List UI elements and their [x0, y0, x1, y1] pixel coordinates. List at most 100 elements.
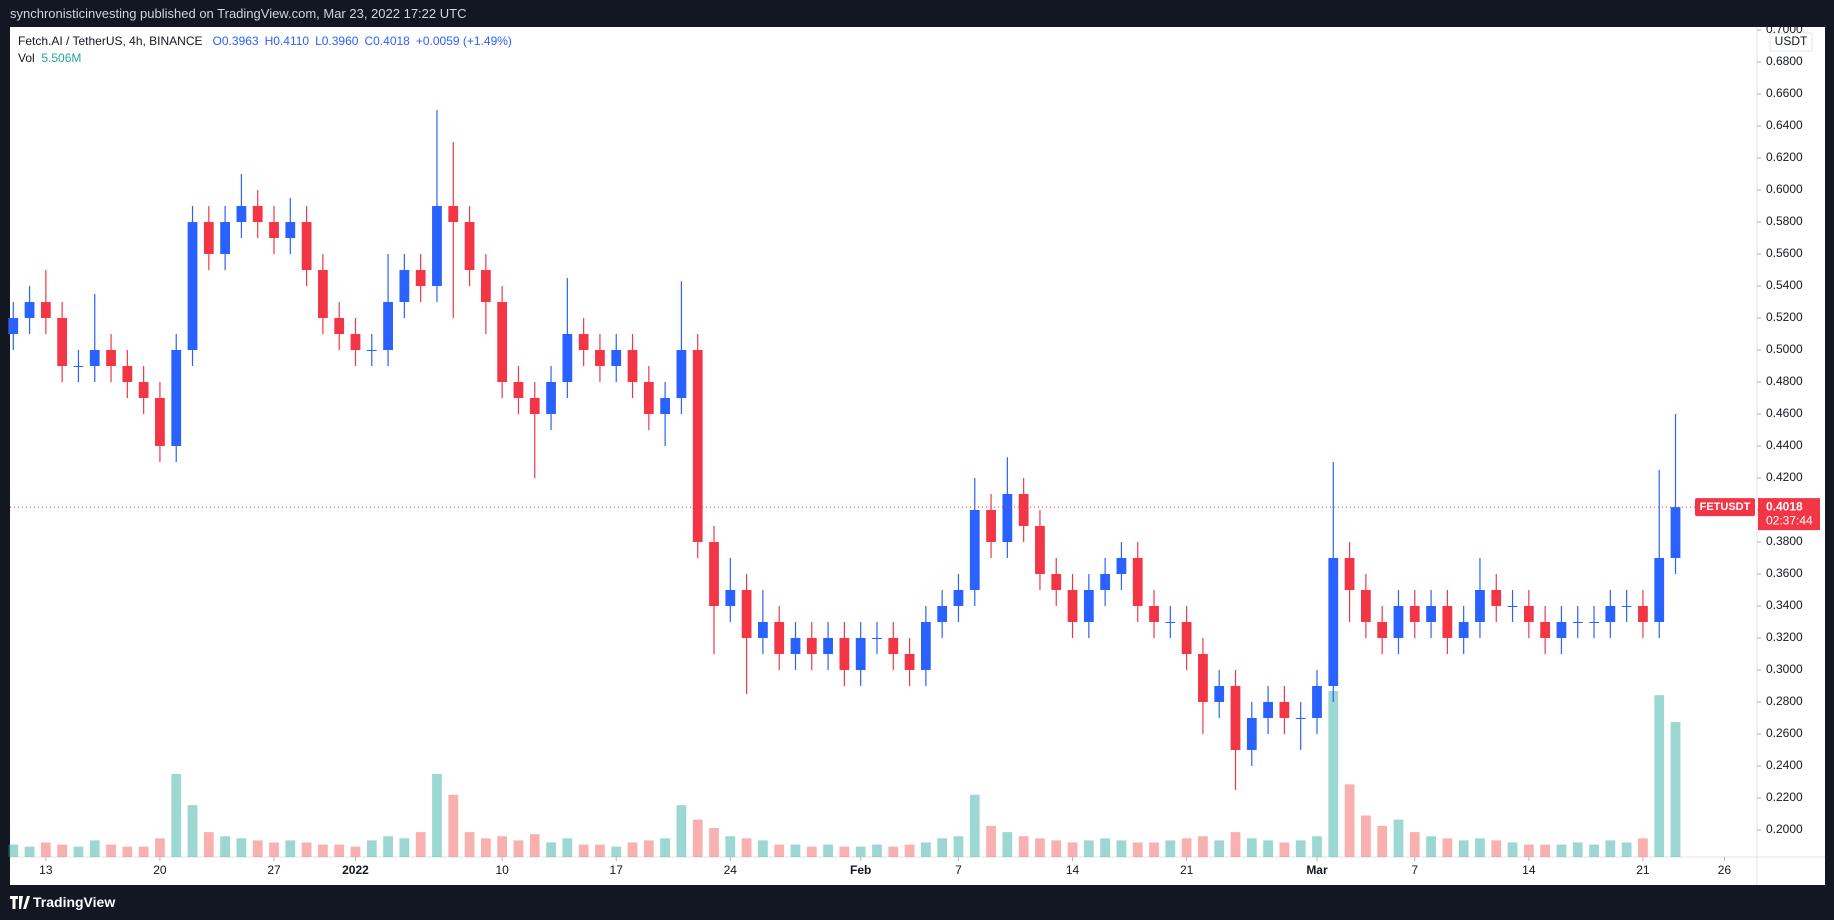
volume-bar — [1116, 840, 1127, 857]
symbol-box — [1695, 498, 1755, 517]
x-tick-label: 24 — [724, 863, 738, 877]
candle-body — [1621, 605, 1632, 607]
volume-bar — [643, 840, 654, 857]
volume-bar — [122, 846, 133, 857]
volume-bar — [1556, 844, 1567, 857]
candle-body — [1100, 573, 1111, 590]
volume-bar — [1409, 832, 1420, 857]
candle-body — [448, 206, 459, 223]
x-tick-label: 14 — [1066, 863, 1080, 877]
candle-body — [643, 382, 654, 415]
volume-bar — [513, 840, 524, 857]
volume-bar — [1100, 838, 1111, 857]
candle-body — [1491, 589, 1502, 606]
candle-body — [155, 398, 165, 446]
volume-bar — [155, 838, 165, 857]
candle-body — [1377, 621, 1388, 638]
volume-bar — [448, 794, 459, 857]
volume-bar — [1442, 838, 1453, 857]
candle-body — [187, 222, 198, 351]
y-tick-label: 0.7000 — [1766, 22, 1803, 36]
volume-bar — [8, 844, 19, 857]
candle-body — [1523, 605, 1534, 622]
volume-bar — [432, 774, 442, 857]
candle-body — [1279, 701, 1290, 718]
volume-bar — [1475, 838, 1485, 857]
candle-body — [578, 334, 589, 351]
y-tick-label: 0.2600 — [1766, 726, 1803, 740]
candle-body — [839, 637, 850, 670]
volume-bar — [806, 846, 817, 857]
y-tick-label: 0.4400 — [1766, 438, 1803, 452]
candle-body — [1116, 557, 1127, 574]
volume-bar — [318, 844, 328, 857]
volume-bar — [953, 836, 964, 857]
candle-body — [627, 350, 638, 383]
volume-bar — [366, 840, 377, 857]
volume-bar — [497, 836, 508, 857]
candle-body — [1198, 653, 1208, 702]
volume-bar — [660, 838, 671, 857]
volume-bar — [89, 840, 100, 857]
volume-bar — [106, 844, 116, 857]
candle-body — [1393, 605, 1404, 638]
volume-bar — [269, 842, 279, 857]
volume-bar — [1344, 784, 1355, 857]
candle-body — [1540, 621, 1551, 638]
volume-bar — [57, 844, 68, 857]
candle-body — [1165, 621, 1176, 623]
volume-bar — [1670, 722, 1681, 857]
volume-bar — [1572, 842, 1583, 857]
x-tick-label: 14 — [1522, 863, 1536, 877]
volume-bar — [1312, 836, 1322, 857]
candle-body — [285, 222, 296, 239]
candle-body — [1149, 605, 1159, 622]
y-tick-label: 0.3600 — [1766, 566, 1803, 580]
volume-bar — [171, 774, 182, 857]
volume-bar — [709, 827, 719, 857]
candle-body — [758, 621, 768, 638]
candle-body — [1083, 589, 1094, 622]
volume-bar — [1491, 840, 1502, 857]
y-tick-label: 0.2400 — [1766, 758, 1803, 772]
volume-bar — [725, 836, 736, 857]
volume-bar — [1067, 842, 1078, 857]
volume-bar — [1230, 832, 1241, 857]
x-tick-label: 17 — [610, 863, 624, 877]
candle-body — [1067, 589, 1078, 622]
y-tick-label: 0.4200 — [1766, 470, 1803, 484]
volume-bar — [692, 819, 703, 857]
candle-body — [497, 302, 508, 383]
candle-body — [1230, 685, 1241, 750]
candle-body — [269, 222, 279, 239]
volume-bar — [415, 832, 426, 857]
y-tick-label: 0.4600 — [1766, 406, 1803, 420]
candle-body — [40, 302, 51, 319]
candle-body — [1442, 605, 1453, 638]
volume-bar — [855, 846, 866, 857]
volume-bar — [937, 838, 948, 857]
x-tick-label: 20 — [153, 863, 167, 877]
volume-bar — [611, 846, 622, 857]
candle-body — [904, 653, 915, 670]
candle-body — [138, 382, 149, 399]
x-tick-label: 13 — [39, 863, 53, 877]
candle-body — [89, 350, 100, 367]
candle-body — [806, 637, 817, 654]
candle-body — [611, 350, 622, 367]
volume-bar — [1198, 836, 1208, 857]
volume-bar — [562, 838, 573, 857]
candle-body — [1328, 557, 1339, 686]
candle-body — [432, 206, 442, 287]
volume-bar — [301, 842, 312, 857]
candle-body — [888, 637, 899, 654]
candle-body — [203, 222, 214, 255]
candle-body — [399, 270, 410, 303]
volume-bar — [220, 836, 231, 857]
candle-body — [872, 637, 882, 639]
publish-text: synchronisticinvesting published on Trad… — [10, 6, 467, 21]
candle-body — [415, 270, 426, 287]
candle-body — [1458, 621, 1469, 638]
volume-bar — [40, 842, 51, 857]
candle-body — [1475, 589, 1485, 622]
